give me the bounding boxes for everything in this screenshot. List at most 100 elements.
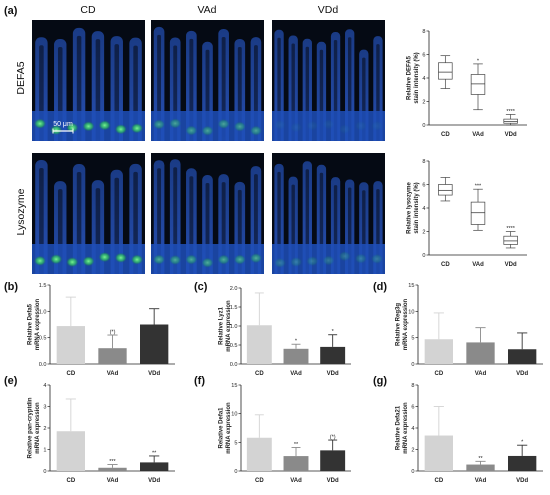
bar-cd [424,435,453,471]
y-axis-label: Relative Defa1 mRNA expression [219,402,233,454]
y-tick-label: 2 [422,100,425,106]
bar-cd [246,437,272,471]
box-vdd [503,235,518,245]
significance-label: **** [506,109,515,115]
y-tick-label: 8 [422,159,425,165]
y-tick-label: 0.5 [39,336,47,342]
y-tick-label: 0.0 [230,362,238,368]
y-tick-label: 0 [422,253,425,259]
chart-d: 0 5 10 15 Relative Reg3g mRNA expression CD VAd… [396,283,543,377]
chart-c: 0.0 0.5 1.0 1.5 2.0 Relative Lyz1 mRNA express… [219,286,351,377]
x-tick-label: CD [66,478,75,484]
y-tick-label: 0 [234,469,237,475]
x-tick-label: VDd [148,371,160,377]
x-tick-label: VDd [327,371,339,377]
y-tick-label: 10 [408,309,414,315]
y-axis-label: Relative Reg3g mRNA expression [396,298,410,350]
significance-label: * [295,339,298,345]
y-tick-label: 0.5 [230,343,238,349]
y-tick-label: 1.0 [230,324,238,330]
bar-cd [424,339,453,364]
y-tick-label: 4 [422,206,425,212]
chart-a-bottom: 0 2 4 6 8 Relative lysozyme stain intensity (%… [407,159,527,268]
y-tick-label: 3 [43,405,46,411]
panel-label-b: (b) [4,281,18,293]
box-vad [470,201,486,225]
panel-label-e: (e) [4,375,18,387]
y-tick-label: 0 [411,469,414,475]
bar-vdd [320,450,346,471]
bar-vad [283,456,309,471]
box-vad [470,74,486,95]
x-tick-label: CD [441,132,450,138]
y-tick-label: 4 [422,76,425,82]
y-axis-label: Relative Defa5 mRNA expression [28,298,42,350]
y-tick-label: 1 [43,448,46,454]
micrograph-lysozyme-vad [151,153,264,274]
box-cd [438,62,453,80]
x-tick-label: VAd [107,371,119,377]
panel-label-g: (g) [373,375,387,387]
charts: 0 2 4 6 8 Relative DEFA5 stain intensity (%) CD… [28,29,543,484]
x-tick-label: CD [66,371,75,377]
significance-label: ** [152,450,157,456]
x-tick-label: CD [255,478,264,484]
chart-e: 0 1 2 3 4 Relative pan-cryptdin mRNA expressio… [28,383,175,484]
x-tick-label: VDd [327,478,339,484]
column-label-vad: VAd [197,4,216,16]
bar-vdd [140,462,169,471]
x-tick-label: CD [434,478,443,484]
x-tick-label: VDd [516,371,528,377]
micrograph-defa5-cd [32,20,145,141]
significance-label: **** [506,226,515,232]
significance-label: * [521,440,524,446]
micrograph-defa5-vad [151,20,264,141]
y-axis-label: Relative Defa21 mRNA expression [396,402,410,454]
row-label-defa5: DEFA5 [15,61,27,94]
x-tick-label: VAd [475,478,487,484]
y-tick-label: 2 [43,426,46,432]
y-tick-label: 2 [411,448,414,454]
y-tick-label: 1.5 [39,283,47,289]
micrograph-lysozyme-cd [32,153,145,274]
chart-f: 0 5 10 15 Relative Defa1 mRNA expression CD VAd… [219,383,351,484]
x-tick-label: CD [255,371,264,377]
bar-cd [246,325,272,364]
bar-vad [98,348,127,364]
y-tick-label: 0 [422,123,425,129]
x-tick-label: VAd [107,478,119,484]
y-tick-label: 2 [422,230,425,236]
significance-label: *** [109,459,116,465]
x-tick-label: VDd [505,132,517,138]
micrograph-defa5-vdd [272,20,385,141]
significance-label: (*) [330,435,336,441]
y-tick-label: 5 [411,336,414,342]
bar-vdd [320,346,346,364]
x-tick-label: VDd [516,478,528,484]
scale-bar: 50 μm [52,121,74,134]
micrograph-lysozyme-vdd [272,153,385,274]
panel-label-f: (f) [194,375,205,387]
y-tick-label: 4 [43,383,46,389]
column-label-vdd: VDd [318,4,339,16]
x-tick-label: VAd [290,478,302,484]
y-tick-label: 8 [411,383,414,389]
panel-label-d: (d) [373,281,387,293]
bar-vad [283,348,309,364]
bar-vdd [508,455,537,471]
significance-label: ** [478,456,483,462]
x-tick-label: CD [441,262,450,268]
bar-cd [56,326,85,364]
y-tick-label: 6 [411,405,414,411]
y-tick-label: 1.0 [39,309,47,315]
y-tick-label: 15 [408,283,414,289]
y-axis-label: Relative pan-cryptdin mRNA expression [28,397,42,458]
y-tick-label: 5 [234,440,237,446]
bar-vad [98,467,127,471]
bar-cd [56,431,85,471]
x-tick-label: VDd [148,478,160,484]
column-label-cd: CD [80,4,96,16]
bar-vdd [508,349,537,364]
significance-label: * [477,58,480,64]
